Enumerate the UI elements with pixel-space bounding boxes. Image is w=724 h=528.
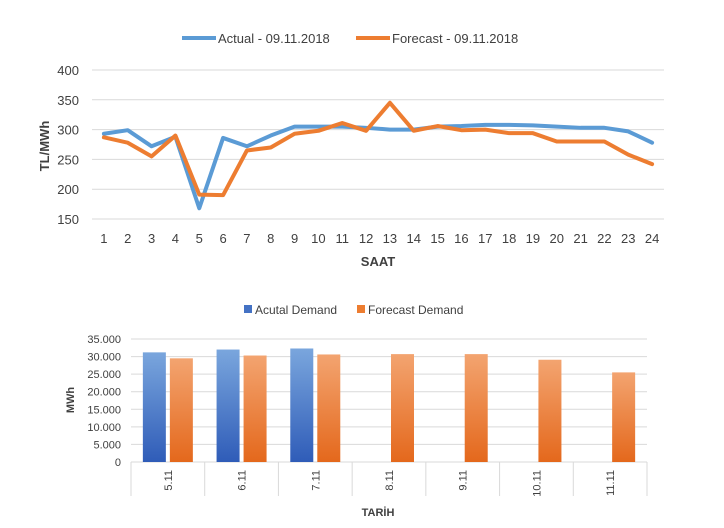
bar-forecast-demand [243, 355, 267, 462]
bar-forecast-demand [538, 359, 562, 462]
y-tick-label: 0 [115, 457, 121, 469]
x-tick-label: 6 [219, 231, 226, 246]
x-tick-label: 24 [645, 231, 659, 246]
x-tick-label: 2 [124, 231, 131, 246]
bar-forecast-demand [391, 354, 414, 462]
y-axis-title: TL/MWh [37, 121, 52, 172]
x-axis-title: SAAT [361, 254, 395, 269]
x-tick-label: 11 [336, 231, 350, 246]
x-tick-label: 9.11 [458, 470, 470, 491]
x-tick-label: 16 [454, 231, 468, 246]
x-tick-label: 8.11 [384, 470, 396, 491]
x-tick-label: 5.11 [163, 470, 175, 491]
legend-label-actual-demand: Acutal Demand [255, 303, 337, 317]
y-tick-label: 350 [57, 93, 79, 108]
x-tick-label: 7 [243, 231, 250, 246]
x-tick-label: 18 [502, 231, 516, 246]
x-tick-label: 9 [291, 231, 298, 246]
legend-label-forecast: Forecast - 09.11.2018 [392, 31, 518, 46]
x-tick-label: 17 [478, 231, 492, 246]
bar-forecast-demand [317, 354, 341, 462]
x-tick-label: 23 [621, 231, 635, 246]
legend-swatch-forecast-demand [357, 305, 365, 313]
x-tick-label: 10 [311, 231, 325, 246]
x-tick-label: 15 [430, 231, 444, 246]
y-tick-label: 35.000 [87, 334, 121, 346]
x-tick-label: 1 [100, 231, 107, 246]
bar-forecast-demand [612, 372, 636, 462]
x-tick-label: 19 [526, 231, 540, 246]
y-tick-label: 250 [57, 152, 79, 167]
y-tick-label: 200 [57, 182, 79, 197]
y-tick-label: 10.000 [87, 422, 121, 434]
y-tick-label: 30.000 [87, 352, 121, 364]
y-tick-label: 300 [57, 123, 79, 138]
bar-actual-demand [142, 352, 166, 462]
bar-forecast-demand [169, 358, 193, 462]
bar-actual-demand [290, 348, 314, 462]
x-tick-label: 20 [550, 231, 564, 246]
x-tick-label: 22 [597, 231, 611, 246]
bar-forecast-demand [464, 354, 488, 462]
x-tick-label: 11.11 [605, 470, 617, 496]
x-tick-label: 6.11 [237, 470, 249, 491]
x-tick-label: 10.11 [531, 470, 543, 497]
y-axis-title: MWh [65, 387, 77, 414]
x-tick-label: 21 [573, 231, 587, 246]
y-tick-label: 25.000 [87, 369, 121, 381]
x-axis-title: TARİH [362, 506, 395, 519]
y-tick-label: 150 [57, 212, 79, 227]
legend-label-actual: Actual - 09.11.2018 [218, 31, 330, 46]
y-tick-label: 400 [57, 63, 79, 78]
y-tick-label: 5.000 [93, 439, 121, 451]
x-tick-label: 3 [148, 231, 155, 246]
y-tick-label: 15.000 [87, 404, 121, 416]
bar-actual-demand [216, 349, 240, 462]
actual-price-line [101, 122, 655, 211]
x-tick-label: 7.11 [310, 470, 322, 491]
y-tick-label: 20.000 [87, 387, 121, 399]
legend-swatch-actual-demand [244, 305, 252, 313]
x-tick-label: 13 [383, 231, 397, 246]
forecast-price-line [101, 100, 655, 198]
legend-label-forecast-demand: Forecast Demand [368, 303, 463, 317]
x-tick-label: 12 [359, 231, 373, 246]
x-tick-label: 14 [407, 231, 421, 246]
x-tick-label: 5 [196, 231, 203, 246]
x-tick-label: 8 [267, 231, 274, 246]
x-tick-label: 4 [172, 231, 179, 246]
